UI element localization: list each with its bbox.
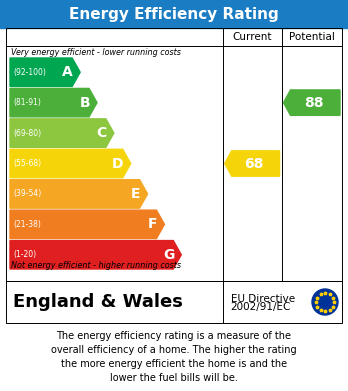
Bar bbox=[6, 281, 342, 323]
Text: F: F bbox=[148, 217, 157, 231]
Polygon shape bbox=[10, 149, 131, 178]
Text: (81-91): (81-91) bbox=[13, 98, 41, 107]
Text: (1-20): (1-20) bbox=[13, 250, 36, 259]
Polygon shape bbox=[10, 240, 181, 269]
Text: 2002/91/EC: 2002/91/EC bbox=[231, 302, 291, 312]
Text: A: A bbox=[62, 65, 73, 79]
Text: Very energy efficient - lower running costs: Very energy efficient - lower running co… bbox=[11, 48, 181, 57]
Bar bbox=[0, 0, 348, 28]
Polygon shape bbox=[10, 180, 148, 208]
Polygon shape bbox=[225, 151, 279, 176]
Bar bbox=[6, 28, 342, 281]
Text: B: B bbox=[79, 96, 90, 109]
Text: The energy efficiency rating is a measure of the: The energy efficiency rating is a measur… bbox=[56, 331, 292, 341]
Text: the more energy efficient the home is and the: the more energy efficient the home is an… bbox=[61, 359, 287, 369]
Text: EU Directive: EU Directive bbox=[231, 294, 295, 304]
Text: Current: Current bbox=[232, 32, 272, 42]
Circle shape bbox=[312, 289, 338, 315]
Text: 88: 88 bbox=[304, 96, 324, 109]
Text: D: D bbox=[112, 156, 124, 170]
Text: (39-54): (39-54) bbox=[13, 189, 41, 198]
Text: overall efficiency of a home. The higher the rating: overall efficiency of a home. The higher… bbox=[51, 345, 297, 355]
Text: Potential: Potential bbox=[289, 32, 335, 42]
Text: 68: 68 bbox=[244, 156, 264, 170]
Polygon shape bbox=[10, 210, 165, 239]
Polygon shape bbox=[284, 90, 340, 115]
Polygon shape bbox=[10, 119, 114, 147]
Text: E: E bbox=[131, 187, 141, 201]
Text: (55-68): (55-68) bbox=[13, 159, 41, 168]
Text: (21-38): (21-38) bbox=[13, 220, 41, 229]
Text: (69-80): (69-80) bbox=[13, 129, 41, 138]
Text: England & Wales: England & Wales bbox=[13, 293, 183, 311]
Text: (92-100): (92-100) bbox=[13, 68, 46, 77]
Polygon shape bbox=[10, 88, 97, 117]
Text: Not energy efficient - higher running costs: Not energy efficient - higher running co… bbox=[11, 261, 181, 270]
Text: lower the fuel bills will be.: lower the fuel bills will be. bbox=[110, 373, 238, 383]
Text: Energy Efficiency Rating: Energy Efficiency Rating bbox=[69, 7, 279, 22]
Polygon shape bbox=[10, 58, 80, 86]
Text: C: C bbox=[97, 126, 107, 140]
Text: G: G bbox=[163, 248, 174, 262]
